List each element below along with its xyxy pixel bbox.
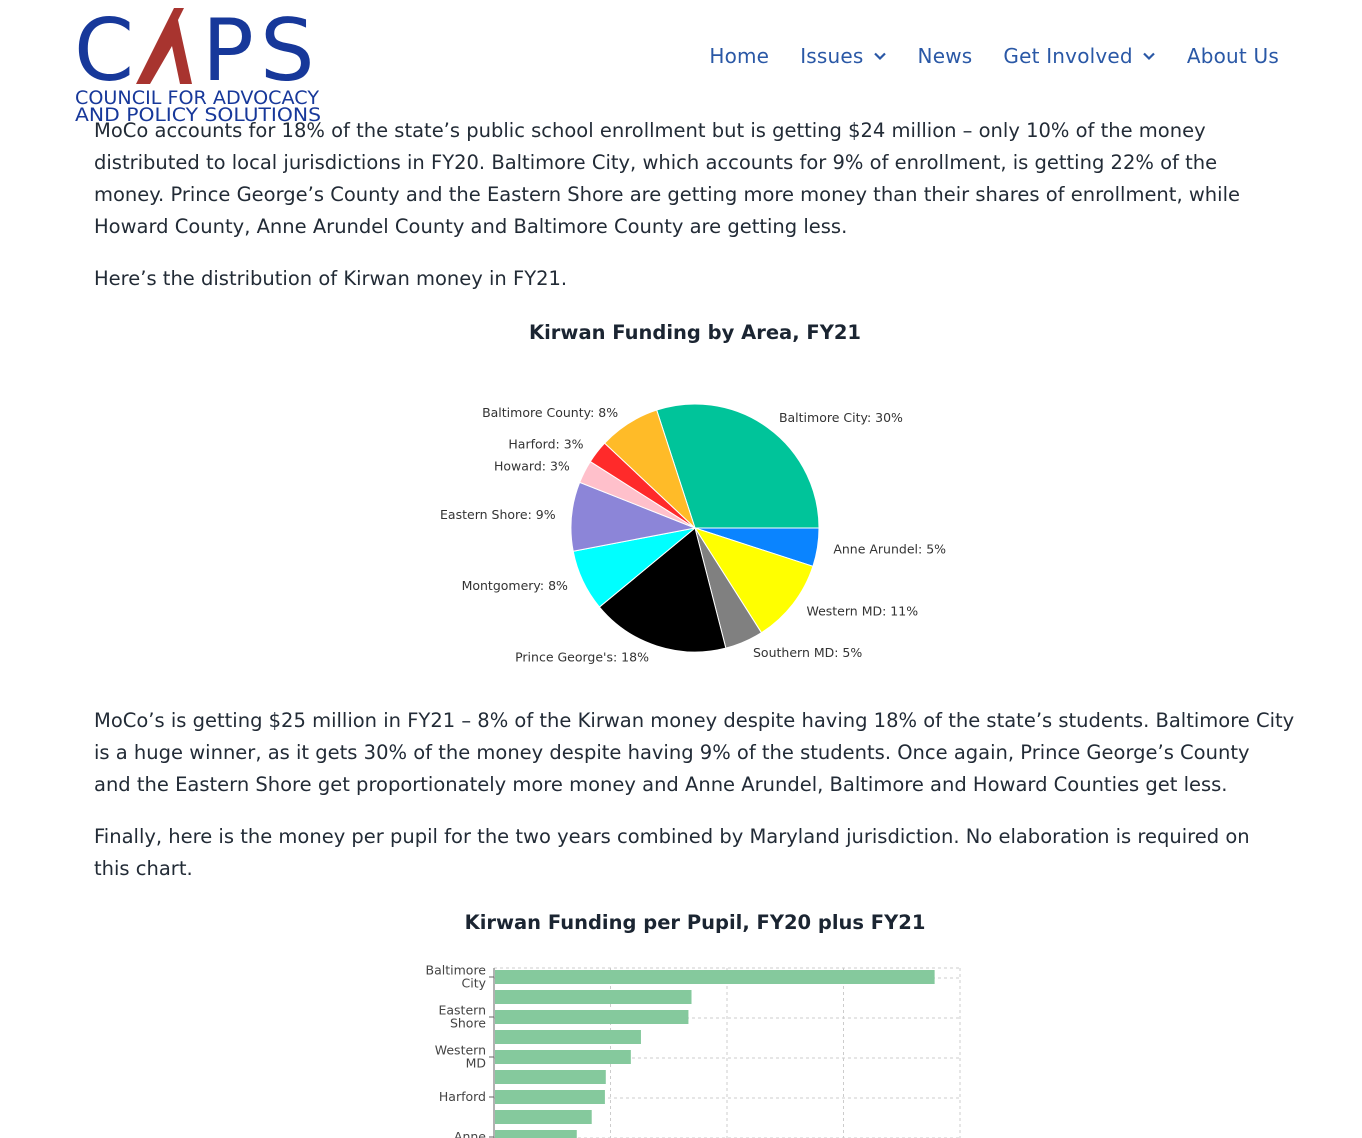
pie-slice[interactable] <box>656 403 820 529</box>
bar[interactable] <box>495 1130 577 1138</box>
bar[interactable] <box>495 1050 631 1064</box>
logo-line-2: AND POLICY SOLUTIONS <box>75 104 321 122</box>
pie-slice-label: Western MD: 11% <box>806 603 918 618</box>
bar[interactable] <box>495 990 692 1004</box>
svg-text:P: P <box>202 6 254 101</box>
paragraph-line: money. Prince George’s County and the Ea… <box>94 183 1240 206</box>
y-tick-label: Baltimore <box>426 963 487 978</box>
pie-slice[interactable] <box>603 409 696 529</box>
y-tick-label: Harford <box>439 1089 486 1104</box>
bar[interactable] <box>495 970 935 984</box>
paragraph-line: MoCo’s is getting $25 million in FY21 – … <box>94 709 1295 732</box>
pie-slice-label: Baltimore County: 8% <box>482 405 618 420</box>
paragraph-per-pupil-intro: Finally, here is the money per pupil for… <box>94 821 1304 885</box>
pie-slice[interactable] <box>598 527 727 653</box>
chevron-down-icon <box>873 52 886 61</box>
y-tick-label: Anne <box>454 1129 486 1138</box>
y-tick-label: Western <box>435 1043 486 1058</box>
paragraph-fy21-analysis: MoCo’s is getting $25 million in FY21 – … <box>94 705 1304 801</box>
bar[interactable] <box>495 1010 689 1024</box>
bar[interactable] <box>495 1090 605 1104</box>
nav-issues[interactable]: Issues <box>800 44 886 68</box>
pie-slice-label: Montgomery: 8% <box>462 578 568 593</box>
paragraph-line: is a huge winner, as it gets 30% of the … <box>94 741 1250 764</box>
pie-slice-label: Howard: 3% <box>494 458 570 473</box>
paragraph-fy20-distribution: distributed to local jurisdictions in FY… <box>94 147 1304 243</box>
bar[interactable] <box>495 1110 592 1124</box>
pie-slice-label: Eastern Shore: 9% <box>440 507 556 522</box>
logo-line-1: COUNCIL FOR ADVOCACY <box>75 87 319 109</box>
pie-chart-title: Kirwan Funding by Area, FY21 <box>529 321 861 344</box>
nav-news-label: News <box>917 44 973 68</box>
svg-text:C: C <box>74 6 134 101</box>
y-tick-label: Eastern <box>438 1003 486 1018</box>
y-tick-label: City <box>462 976 487 991</box>
main-nav: Home Issues News Get Involved About Us <box>678 44 1279 68</box>
nav-about-us[interactable]: About Us <box>1187 44 1279 68</box>
nav-get-involved-label: Get Involved <box>1003 44 1133 68</box>
pie-slice-label: Southern MD: 5% <box>753 645 862 660</box>
bar[interactable] <box>495 1030 641 1044</box>
y-tick-label: Shore <box>450 1016 486 1031</box>
paragraph-partial: MoCo accounts for 18% of the state’s pub… <box>94 119 1206 142</box>
paragraph-line: and the Eastern Shore get proportionatel… <box>94 773 1228 796</box>
nav-about-us-label: About Us <box>1186 44 1279 68</box>
paragraph-line: this chart. <box>94 857 193 880</box>
nav-home-label: Home <box>709 44 770 68</box>
nav-home[interactable]: Home <box>709 44 769 68</box>
pie-slice-label: Prince George's: 18% <box>515 649 649 664</box>
chevron-down-icon <box>1143 52 1155 61</box>
caps-logo-graphic: C P S COUNCIL FOR ADVOCACY AND POLICY SO… <box>74 1 321 126</box>
nav-get-involved[interactable]: Get Involved <box>1003 44 1155 68</box>
bar[interactable] <box>495 1070 606 1084</box>
site-header: C P S COUNCIL FOR ADVOCACY AND POLICY SO… <box>0 0 1362 126</box>
bar-chart-title: Kirwan Funding per Pupil, FY20 plus FY21 <box>464 911 926 934</box>
pie-chart: Baltimore City: 30% Anne Arundel: 5% Weste… <box>440 403 946 664</box>
pie-slice[interactable] <box>693 527 814 634</box>
pie-slice-label: Anne Arundel: 5% <box>833 541 946 556</box>
caps-logo[interactable]: C P S COUNCIL FOR ADVOCACY AND POLICY SO… <box>74 1 324 126</box>
nav-issues-label: Issues <box>800 44 864 68</box>
pie-slice-label: Harford: 3% <box>508 437 583 452</box>
pie-slice-label: Baltimore City: 30% <box>779 410 903 425</box>
paragraph-line: Finally, here is the money per pupil for… <box>94 825 1250 848</box>
paragraph-fy21-intro: Here’s the distribution of Kirwan money … <box>94 267 568 290</box>
svg-text:S: S <box>260 6 315 101</box>
y-tick-label: MD <box>466 1056 486 1071</box>
paragraph-line: Howard County, Anne Arundel County and B… <box>94 215 848 238</box>
paragraph-line: distributed to local jurisdictions in FY… <box>94 151 1218 174</box>
nav-news[interactable]: News <box>918 44 973 68</box>
